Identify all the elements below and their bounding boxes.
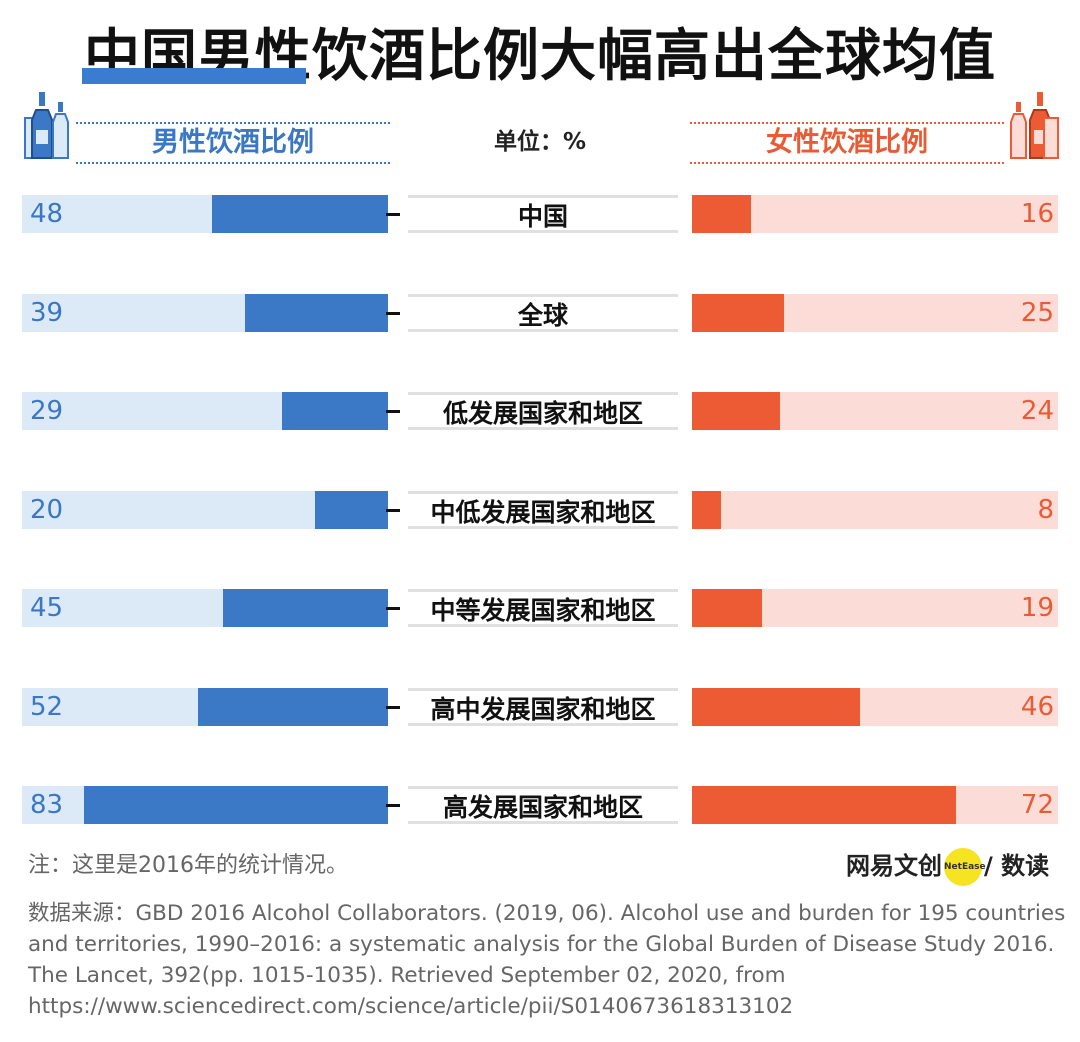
legend-female: 女性饮酒比例 xyxy=(690,122,1004,164)
male-value-label: 39 xyxy=(30,298,64,328)
male-bar xyxy=(84,786,388,824)
female-bar xyxy=(692,195,751,233)
female-bar xyxy=(692,491,722,529)
data-source: 数据来源：GBD 2016 Alcohol Collaborators. (20… xyxy=(28,901,1066,1019)
chart-row: 29 低发展国家和地区 24 xyxy=(0,392,1080,430)
tick-mark xyxy=(386,312,400,315)
female-bottle-icon xyxy=(1010,92,1059,159)
chart-row: 45 中等发展国家和地区 19 xyxy=(0,589,1080,627)
tick-mark xyxy=(386,804,400,807)
legend-male: 男性饮酒比例 xyxy=(76,122,390,164)
male-value-label: 20 xyxy=(30,495,64,525)
female-bar-track xyxy=(692,195,1058,233)
tick-mark xyxy=(386,607,400,610)
brand-right: / 数读 xyxy=(984,852,1050,880)
female-value-label: 24 xyxy=(1020,396,1054,426)
male-value-label: 48 xyxy=(30,199,64,229)
female-bar-track xyxy=(692,491,1058,529)
female-value-label: 16 xyxy=(1020,199,1054,229)
category-label: 中低发展国家和地区 xyxy=(408,491,678,529)
female-bar xyxy=(692,294,784,332)
male-bar xyxy=(314,491,388,529)
male-bottle-icon xyxy=(24,92,69,159)
chart-row: 20 中低发展国家和地区 8 xyxy=(0,491,1080,529)
brand-badge: NetEase xyxy=(944,848,986,886)
unit-label: 单位：% xyxy=(493,129,587,155)
chart-row: 48 中国 16 xyxy=(0,195,1080,233)
male-value-label: 45 xyxy=(30,593,64,623)
male-value-label: 29 xyxy=(30,396,64,426)
chart-row: 83 高发展国家和地区 72 xyxy=(0,786,1080,824)
male-bar xyxy=(223,589,388,627)
male-bar xyxy=(197,688,388,726)
chart-row: 39 全球 25 xyxy=(0,294,1080,332)
tick-mark xyxy=(386,706,400,709)
male-bar xyxy=(212,195,388,233)
female-value-label: 19 xyxy=(1020,593,1054,623)
category-label: 高发展国家和地区 xyxy=(408,786,678,824)
tick-mark xyxy=(386,509,400,512)
title-underline xyxy=(82,68,306,84)
male-bar xyxy=(245,294,388,332)
tick-mark xyxy=(386,213,400,216)
category-label: 低发展国家和地区 xyxy=(408,392,678,430)
brand-left: 网易文创 xyxy=(846,852,942,880)
female-bar xyxy=(692,688,861,726)
female-value-label: 25 xyxy=(1020,298,1054,328)
female-value-label: 72 xyxy=(1020,790,1054,820)
footnote: 注：这里是2016年的统计情况。 xyxy=(28,853,348,878)
category-label: 中国 xyxy=(408,195,678,233)
female-bar xyxy=(692,589,762,627)
tick-mark xyxy=(386,410,400,413)
female-value-label: 8 xyxy=(1037,495,1054,525)
category-label: 中等发展国家和地区 xyxy=(408,589,678,627)
female-bar xyxy=(692,786,956,824)
female-value-label: 46 xyxy=(1020,692,1054,722)
male-value-label: 83 xyxy=(30,790,64,820)
female-bar xyxy=(692,392,780,430)
category-label: 全球 xyxy=(408,294,678,332)
category-label: 高中发展国家和地区 xyxy=(408,688,678,726)
male-bar xyxy=(281,392,388,430)
brand-logo: 网易文创 NetEase/ 数读 xyxy=(846,846,1049,886)
chart-row: 52 高中发展国家和地区 46 xyxy=(0,688,1080,726)
male-value-label: 52 xyxy=(30,692,64,722)
